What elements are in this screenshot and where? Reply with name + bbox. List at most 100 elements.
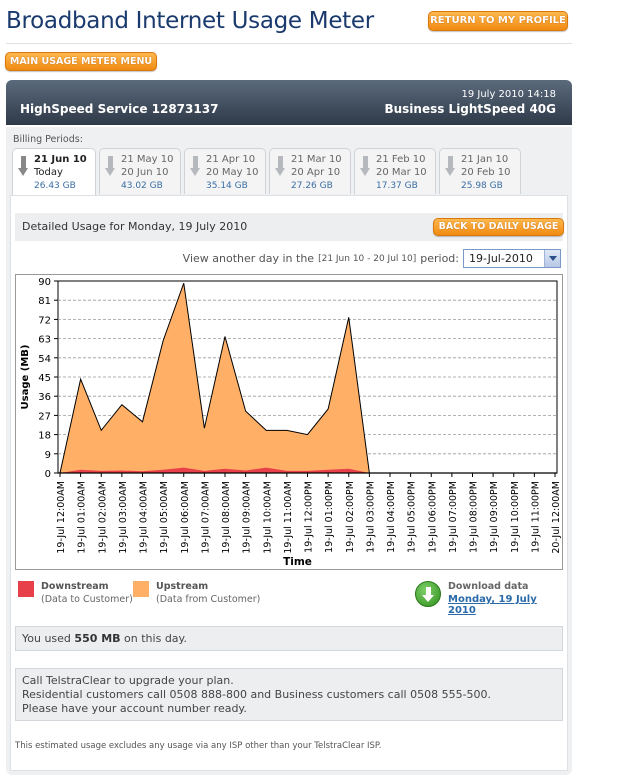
x-tick-label: 19-Jul 03:00AM bbox=[118, 481, 129, 554]
y-tick-label: 0 bbox=[45, 469, 51, 480]
title-divider bbox=[6, 43, 572, 44]
upgrade-line: Please have your account number ready. bbox=[22, 702, 247, 715]
return-to-profile-button[interactable]: RETURN TO MY PROFILE bbox=[428, 11, 568, 31]
tab-usage: 27.26 GB bbox=[291, 181, 333, 191]
billing-tab[interactable]: 21 Apr 10 20 May 10 35.14 GB bbox=[184, 148, 266, 194]
detail-header: Detailed Usage for Monday, 19 July 2010 … bbox=[15, 213, 564, 241]
page-title: Broadband Internet Usage Meter bbox=[6, 8, 374, 34]
y-tick-label: 45 bbox=[38, 373, 51, 384]
service-name: HighSpeed Service 12873137 bbox=[20, 102, 219, 116]
period-range: [21 Jun 10 - 20 Jul 10] bbox=[318, 253, 417, 264]
upgrade-line: Residential customers call 0508 888-800 … bbox=[22, 688, 492, 701]
downstream-swatch bbox=[18, 581, 34, 597]
x-axis-title: Time bbox=[283, 556, 312, 568]
x-tick-label: 19-Jul 10:00PM bbox=[510, 481, 521, 553]
tab-end-date: Today bbox=[34, 167, 63, 178]
footnote: This estimated usage excludes any usage … bbox=[15, 741, 382, 751]
tab-end-date: 20 May 10 bbox=[206, 167, 259, 178]
y-tick-label: 9 bbox=[45, 450, 51, 461]
back-to-daily-button[interactable]: BACK TO DAILY USAGE bbox=[433, 218, 564, 236]
tab-usage: 43.02 GB bbox=[121, 181, 163, 191]
tab-usage: 25.98 GB bbox=[461, 181, 503, 191]
usage-chart: 0 9 18 27 36 45 54 63 72 81 90 19-Jul 12:00AM 19-Jul… bbox=[15, 274, 563, 570]
billing-periods-label: Billing Periods: bbox=[13, 134, 83, 145]
legend-downstream-name: Downstream bbox=[41, 581, 109, 592]
day-picker-row: View another day in the [21 Jun 10 - 20 … bbox=[183, 249, 561, 268]
x-tick-label: 19-Jul 12:00PM bbox=[304, 481, 315, 553]
tab-start-date: 21 Jan 10 bbox=[461, 154, 509, 165]
y-tick-label: 72 bbox=[38, 315, 51, 326]
legend-upstream-name: Upstream bbox=[156, 581, 209, 592]
download-title: Download data bbox=[448, 581, 529, 592]
tab-usage: 35.14 GB bbox=[206, 181, 248, 191]
x-tick-label: 19-Jul 12:00AM bbox=[56, 481, 67, 554]
detail-content: Detailed Usage for Monday, 19 July 2010 … bbox=[10, 195, 568, 771]
usage-summary: You used 550 MB on this day. bbox=[15, 626, 563, 651]
x-tick-label: 19-Jul 02:00AM bbox=[97, 481, 108, 554]
y-tick-label: 54 bbox=[38, 354, 51, 365]
y-tick-label: 81 bbox=[38, 296, 51, 307]
billing-tab[interactable]: 21 Jan 10 20 Feb 10 25.98 GB bbox=[439, 148, 521, 194]
tab-end-date: 20 Apr 10 bbox=[291, 167, 341, 178]
usage-panel: Billing Periods: 21 Jun 10 Today 26.43 G… bbox=[6, 127, 572, 775]
tab-start-date: 21 Jun 10 bbox=[34, 154, 87, 165]
x-tick-label: 19-Jul 06:00AM bbox=[180, 481, 191, 554]
down-arrow-icon bbox=[105, 156, 116, 176]
upgrade-line: Call TelstraClear to upgrade your plan. bbox=[22, 674, 234, 687]
x-tick-label: 19-Jul 04:00PM bbox=[386, 481, 397, 553]
x-tick-label: 19-Jul 11:00PM bbox=[530, 481, 541, 553]
down-arrow-icon bbox=[190, 156, 201, 176]
down-arrow-icon bbox=[445, 156, 456, 176]
day-select[interactable]: 19-Jul-2010 bbox=[463, 249, 561, 268]
x-tick-label: 19-Jul 08:00AM bbox=[221, 481, 232, 554]
down-arrow-icon bbox=[275, 156, 286, 176]
tab-usage: 17.37 GB bbox=[376, 181, 418, 191]
y-tick-label: 36 bbox=[38, 392, 51, 403]
x-tick-label: 19-Jul 05:00AM bbox=[159, 481, 170, 554]
series-area-downstream bbox=[60, 467, 555, 473]
x-tick-label: 19-Jul 06:00PM bbox=[427, 481, 438, 553]
tab-end-date: 20 Feb 10 bbox=[461, 167, 511, 178]
x-tick-label: 19-Jul 10:00AM bbox=[262, 481, 273, 554]
y-tick-label: 90 bbox=[38, 277, 51, 288]
tab-end-date: 20 Jun 10 bbox=[121, 167, 169, 178]
upstream-swatch bbox=[133, 581, 149, 597]
download-icon[interactable] bbox=[415, 581, 441, 607]
view-day-label: View another day in the bbox=[182, 252, 315, 265]
download-link[interactable]: Monday, 19 July 2010 bbox=[448, 594, 537, 616]
x-tick-label: 19-Jul 08:00PM bbox=[469, 481, 480, 553]
usage-chart-svg: 0 9 18 27 36 45 54 63 72 81 90 19-Jul 12:00AM 19-Jul… bbox=[20, 277, 562, 568]
billing-tab[interactable]: 21 Feb 10 20 Mar 10 17.37 GB bbox=[354, 148, 436, 194]
tab-start-date: 21 Feb 10 bbox=[376, 154, 426, 165]
x-tick-label: 19-Jul 07:00PM bbox=[448, 481, 459, 553]
detail-title: Detailed Usage for Monday, 19 July 2010 bbox=[22, 220, 248, 233]
chevron-down-icon[interactable] bbox=[544, 250, 560, 267]
y-tick-label: 27 bbox=[38, 411, 51, 422]
tab-usage: 26.43 GB bbox=[34, 181, 76, 191]
x-tick-label: 19-Jul 04:00AM bbox=[139, 481, 150, 554]
usage-prefix: You used bbox=[22, 632, 71, 645]
upgrade-info: Call TelstraClear to upgrade your plan. … bbox=[15, 668, 563, 721]
billing-tab[interactable]: 21 May 10 20 Jun 10 43.02 GB bbox=[99, 148, 181, 194]
day-select-value: 19-Jul-2010 bbox=[469, 252, 533, 265]
x-tick-label: 19-Jul 09:00PM bbox=[489, 481, 500, 553]
main-menu-button[interactable]: MAIN USAGE METER MENU bbox=[5, 52, 157, 71]
tab-end-date: 20 Mar 10 bbox=[376, 167, 427, 178]
y-tick-label: 18 bbox=[38, 431, 51, 442]
billing-tab[interactable]: 21 Jun 10 Today 26.43 GB bbox=[12, 148, 96, 197]
x-tick-label: 19-Jul 02:00PM bbox=[345, 481, 356, 553]
header-datetime: 19 July 2010 14:18 bbox=[461, 89, 556, 100]
x-tick-label: 20-Jul 12:00AM bbox=[551, 481, 562, 554]
billing-period-tabs: 21 Jun 10 Today 26.43 GB 21 May 10 20 Ju… bbox=[12, 148, 524, 197]
x-tick-label: 19-Jul 01:00AM bbox=[77, 481, 88, 554]
tab-start-date: 21 Apr 10 bbox=[206, 154, 256, 165]
x-tick-label: 19-Jul 11:00AM bbox=[283, 481, 294, 554]
legend-downstream-sub: (Data to Customer) bbox=[41, 594, 133, 605]
down-arrow-icon bbox=[18, 156, 29, 176]
billing-tab[interactable]: 21 Mar 10 20 Apr 10 27.26 GB bbox=[269, 148, 351, 194]
y-tick-label: 63 bbox=[38, 335, 51, 346]
tab-start-date: 21 May 10 bbox=[121, 154, 174, 165]
tab-start-date: 21 Mar 10 bbox=[291, 154, 342, 165]
legend-upstream-sub: (Data from Customer) bbox=[156, 594, 261, 605]
service-header: 19 July 2010 14:18 HighSpeed Service 128… bbox=[6, 80, 572, 125]
